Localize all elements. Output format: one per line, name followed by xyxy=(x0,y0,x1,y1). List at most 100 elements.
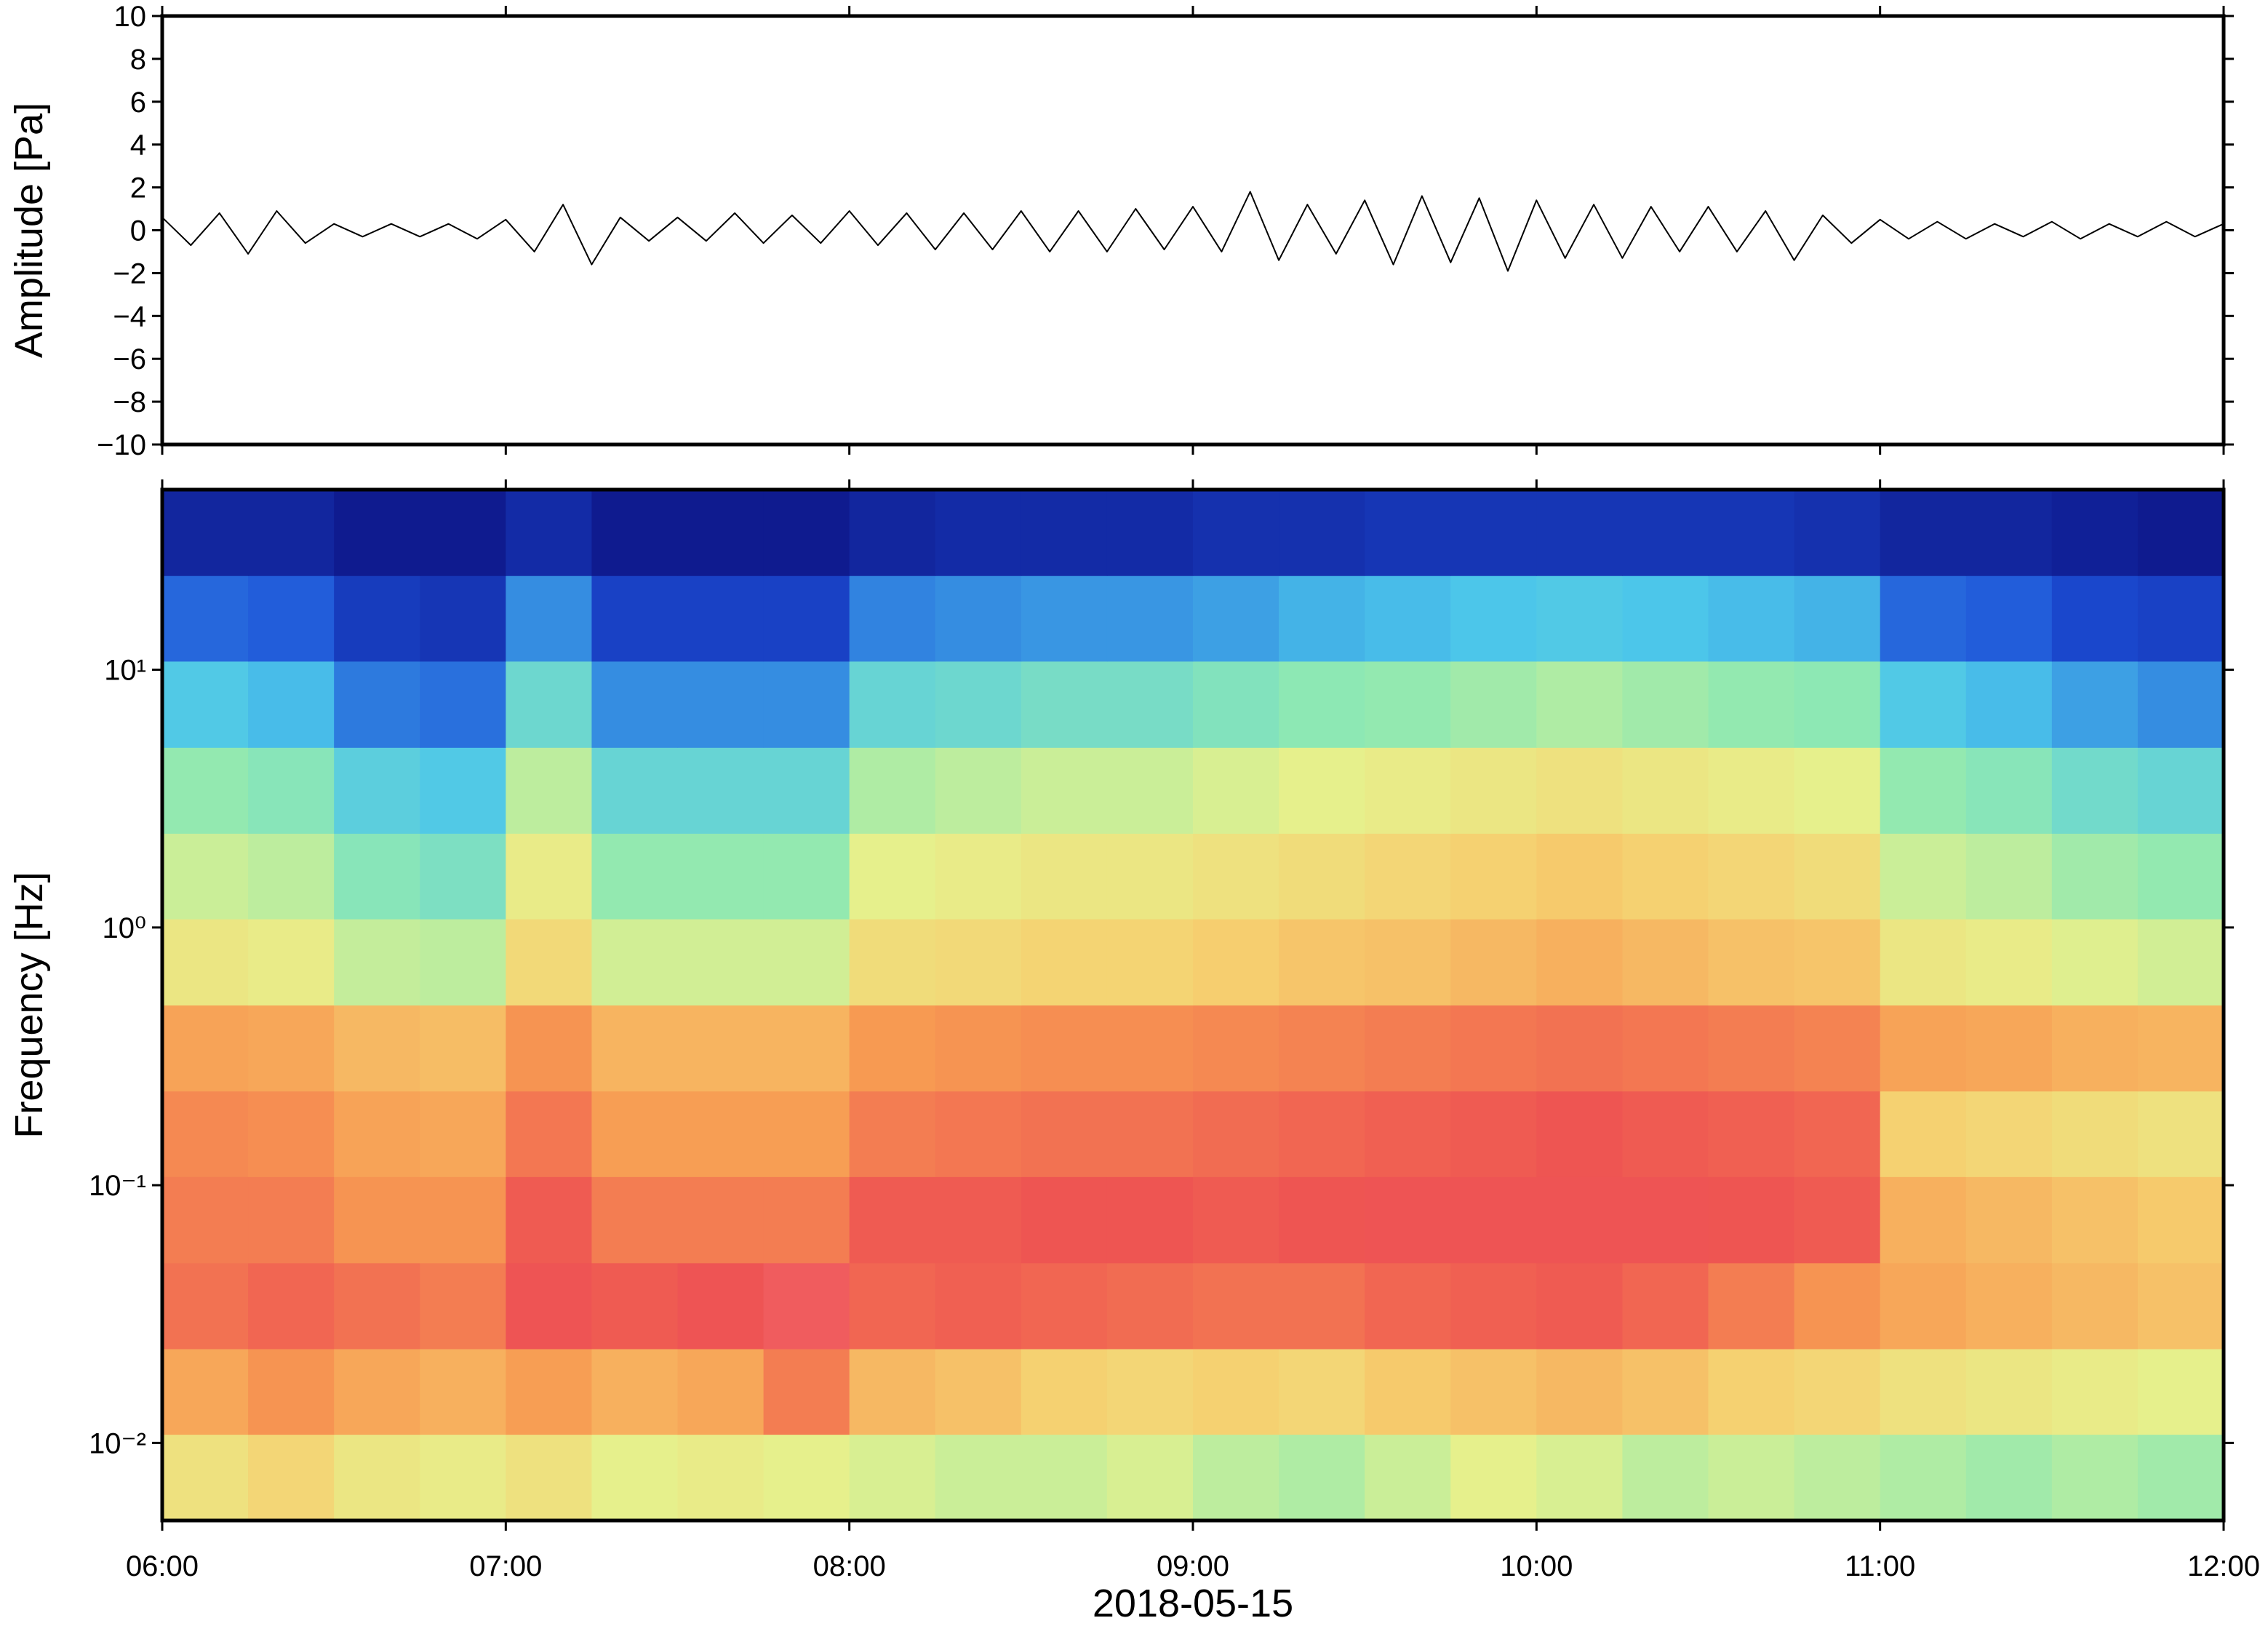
spectrogram-cell xyxy=(1365,1262,1451,1350)
spectrogram-cell xyxy=(1106,490,1194,576)
spectrogram-cell xyxy=(2051,1348,2139,1435)
spectrogram-cell xyxy=(1965,747,2053,834)
y-tick-label: 10 xyxy=(114,1,147,33)
spectrogram-cell xyxy=(1106,1348,1194,1435)
spectrogram-cell xyxy=(1794,1005,1881,1092)
spectrogram-cell xyxy=(2051,1176,2139,1264)
spectrogram-cell xyxy=(334,1176,420,1264)
spectrogram-cell xyxy=(849,575,936,662)
spectrogram-cell xyxy=(1193,1262,1279,1350)
spectrogram-cell xyxy=(506,661,593,748)
spectrogram-cell xyxy=(1106,661,1194,748)
spectrogram-cell xyxy=(935,575,1022,662)
spectrogram-cell xyxy=(1450,1176,1537,1264)
spectrogram-cell xyxy=(1021,1176,1108,1264)
spectrogram-cell xyxy=(1965,575,2053,662)
spectrogram-cell xyxy=(1279,1262,1365,1350)
spectrogram-cell xyxy=(2051,661,2139,748)
spectrogram-cell xyxy=(1965,1262,2053,1350)
spectrogram-cell xyxy=(506,575,593,662)
waveform-panel: −10 −8 −6 −4 −2 0 2 4 6 8 10 Amplitude [Pa] xyxy=(7,1,2234,461)
spectrogram-cell xyxy=(334,833,420,920)
spectrogram-cell xyxy=(420,575,506,662)
spectrogram-cell xyxy=(849,661,936,748)
spectrogram-cell xyxy=(1880,1262,1967,1350)
spectrogram-cell xyxy=(2137,575,2224,662)
spectrogram-cell xyxy=(849,747,936,834)
spectrogram-cell xyxy=(1279,1091,1365,1177)
spectrogram-cell xyxy=(334,575,420,662)
spectrogram-cell xyxy=(1536,1348,1624,1435)
spectrogram-cell xyxy=(1622,919,1709,1006)
spectrogram-cell xyxy=(1021,661,1108,748)
spectrogram-cell xyxy=(420,1176,506,1264)
spectrogram-cell xyxy=(935,490,1022,576)
x-tick-label: 06:00 xyxy=(126,1550,199,1582)
spectrogram-cell xyxy=(1880,1091,1967,1177)
spectrogram-cell xyxy=(935,1176,1022,1264)
spectrogram-cell xyxy=(1794,1262,1881,1350)
spectrogram-cell xyxy=(1708,1176,1795,1264)
y-tick-label: −8 xyxy=(113,386,146,418)
spectrogram-cell xyxy=(1880,833,1967,920)
spectrogram-cell xyxy=(1193,833,1279,920)
spectrogram-cell xyxy=(1622,1176,1709,1264)
y-tick-label: −4 xyxy=(113,300,146,332)
spectrogram-cell xyxy=(2051,747,2139,834)
spectrogram-cell xyxy=(1536,575,1624,662)
spectrogram-cell xyxy=(1880,575,1967,662)
spectrogram-cell xyxy=(677,747,764,834)
spectrogram-cell xyxy=(591,1091,679,1177)
spectrogram-cell xyxy=(334,1005,420,1092)
spectrogram-cell xyxy=(677,661,764,748)
spectrogram-cell xyxy=(1536,1176,1624,1264)
spectrogram-cell xyxy=(935,1091,1022,1177)
spectrogram-cell xyxy=(849,1262,936,1350)
spectrogram-cell xyxy=(1708,1348,1795,1435)
spectrogram-cell xyxy=(162,1348,249,1435)
spectrogram-cell xyxy=(763,1434,850,1521)
spectrogram-cell xyxy=(849,490,936,576)
spectrogram-cell xyxy=(1622,833,1709,920)
spectrogram-cell xyxy=(1365,490,1451,576)
spectrogram-cell xyxy=(1279,575,1365,662)
spectrogram-cell xyxy=(677,833,764,920)
spectrogram-cell xyxy=(1794,490,1881,576)
spectrogram-cell xyxy=(1450,919,1537,1006)
spectrogram-cell xyxy=(1365,1348,1451,1435)
spectrogram-cell xyxy=(591,1348,679,1435)
spectrogram-cell xyxy=(162,575,249,662)
y-tick-label: 4 xyxy=(130,129,146,162)
spectrogram-cell xyxy=(677,1262,764,1350)
spectrogram-cell xyxy=(1021,1434,1108,1521)
spectrogram-cell xyxy=(1708,575,1795,662)
spectrogram-cell xyxy=(162,1005,249,1092)
y-axis-title: Frequency [Hz] xyxy=(7,872,51,1138)
spectrogram-cell xyxy=(591,661,679,748)
spectrogram-cell xyxy=(1794,919,1881,1006)
spectrogram-cell xyxy=(1794,1091,1881,1177)
spectrogram-cell xyxy=(1880,490,1967,576)
spectrogram-cell xyxy=(248,747,335,834)
spectrogram-cell xyxy=(162,1434,249,1521)
spectrogram-cell xyxy=(935,661,1022,748)
spectrogram-cell xyxy=(1536,1091,1624,1177)
spectrogram-cell xyxy=(849,1348,936,1435)
spectrogram-cell xyxy=(1106,919,1194,1006)
spectrogram-cell xyxy=(162,919,249,1006)
spectrogram-cell xyxy=(1622,490,1709,576)
spectrogram-cell xyxy=(1622,747,1709,834)
spectrogram-cell xyxy=(1193,490,1279,576)
spectrogram-cell xyxy=(591,833,679,920)
spectrogram-cell xyxy=(1021,919,1108,1006)
spectrogram-cell xyxy=(1536,919,1624,1006)
spectrogram-cell xyxy=(420,747,506,834)
spectrogram-cell xyxy=(1279,1434,1365,1521)
spectrogram-cell xyxy=(1106,1434,1194,1521)
spectrogram-cell xyxy=(1965,1348,2053,1435)
spectrogram-cell xyxy=(2137,661,2224,748)
spectrogram-cell xyxy=(1279,1348,1365,1435)
spectrogram-cell xyxy=(248,1091,335,1177)
spectrogram-cell xyxy=(1965,1176,2053,1264)
spectrogram-cell xyxy=(2137,1262,2224,1350)
